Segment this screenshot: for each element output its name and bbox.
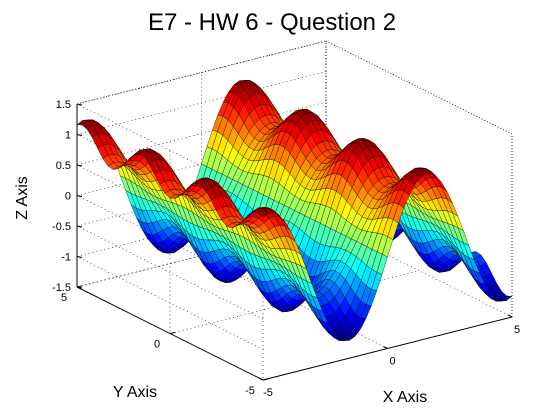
box-edge-0 [76,40,327,105]
z-tick-label: 0.5 [56,160,71,172]
x-tick-label: -5 [263,387,273,399]
axis-lines [76,103,513,381]
z-tick-mark [76,195,83,197]
z-tick-labels: -1.5 -1 -0.5 0 0.5 1 1.5 [52,99,71,294]
y-tick-label: 0 [154,339,160,351]
z-tick-label: -0.5 [52,221,71,233]
z-tick-mark [76,164,83,167]
y-tick-label: 5 [61,292,67,304]
x-tick-mark [383,346,388,349]
z-axis-label: Z Axis [14,176,31,220]
surface-facet [257,208,269,218]
x-axis-label: X Axis [383,389,427,406]
chart-title: E7 - HW 6 - Question 2 [148,9,396,36]
x-tick-mark [507,314,513,318]
y-tick-labels: -5 0 5 [61,292,255,397]
y-tick-label: -5 [245,385,255,397]
y-tick-mark [169,332,176,334]
z-tick-mark [76,225,83,228]
z-tick-label: 0 [65,191,71,203]
z-tick-mark [76,256,83,258]
y-axis-label: Y Axis [113,384,157,401]
x-tick-label: 5 [514,324,520,336]
z-tick-label: 1 [65,130,71,142]
box-edge-1 [325,40,513,135]
z-tick-mark [76,134,83,136]
surface-mesh [76,80,513,341]
y-tick-mark [262,378,269,381]
z-tick-label: -1 [61,252,71,264]
x-tick-mark [258,377,264,381]
x-tick-label: 0 [389,356,395,368]
y-tick-mark [76,285,83,288]
z-tick-mark [76,103,83,106]
x-tick-labels: -5 0 5 [263,324,520,399]
z-tick-label: 1.5 [56,99,71,111]
z-tick-label: -1.5 [52,282,71,294]
